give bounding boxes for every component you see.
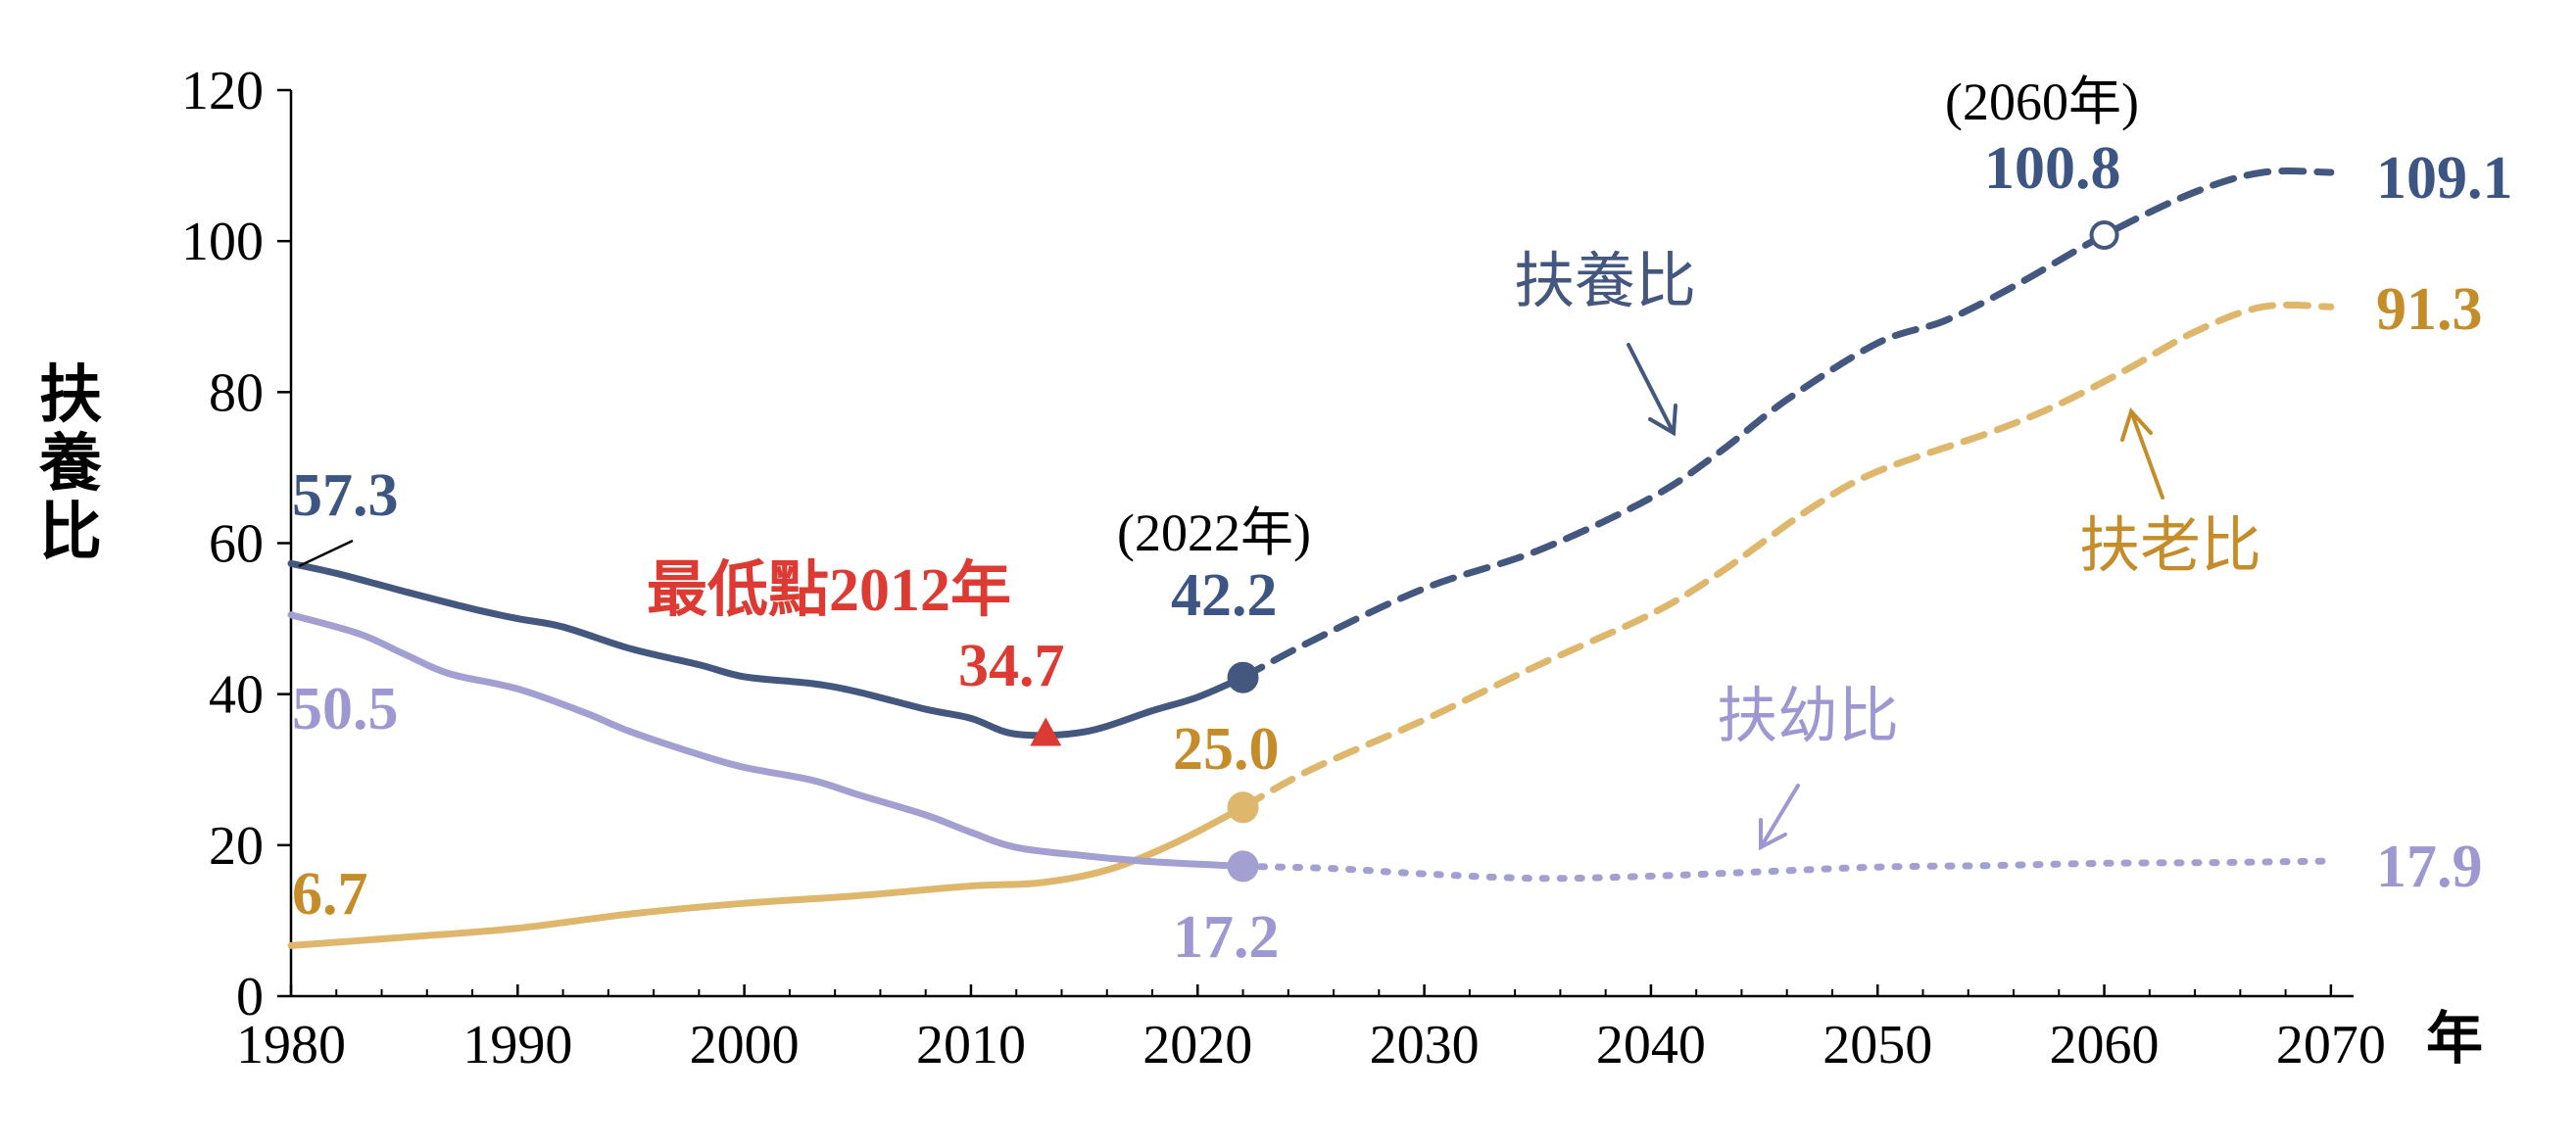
value-2022-dependency: 42.2	[1171, 562, 1278, 629]
x-axis-label: 年	[2426, 1005, 2483, 1072]
marker-youth-2022	[1227, 850, 1259, 883]
marker-lowest-point	[1030, 717, 1062, 746]
axes: 1980 1990 2000 2010 2020 2030 2040 2050 2060 2070…	[181, 61, 2386, 1075]
y-tick-label: 100	[181, 212, 264, 272]
y-tick-label: 120	[181, 61, 264, 121]
series-line-dependency-actual	[287, 559, 1247, 740]
start-elderly-value: 6.7	[292, 861, 368, 928]
annotation-labels: 57.3 50.5 6.7 最低點2012年 34.7 (2022年) 42.2…	[292, 72, 2513, 971]
y-axis-label-char-1: 扶	[39, 359, 102, 432]
series-name-youth: 扶幼比	[1717, 680, 1899, 751]
lowest-point-value: 34.7	[958, 633, 1065, 699]
x-ticks: 1980 1990 2000 2010 2020 2030 2040 2050 2060 2070	[236, 984, 2386, 1075]
x-tick-label: 1980	[236, 1015, 346, 1075]
series-line-elderly-actual	[287, 803, 1247, 949]
lowest-point-title: 最低點2012年	[647, 556, 1011, 624]
end-elderly-value: 91.3	[2376, 276, 2483, 343]
arrow-dependency	[1627, 343, 1677, 437]
marker-elderly-2022	[1227, 791, 1259, 824]
marker-dependency-2060	[2089, 220, 2119, 250]
x-tick-label: 2000	[690, 1015, 800, 1075]
end-youth-value: 17.9	[2376, 834, 2483, 900]
start-youth-value: 50.5	[292, 676, 399, 742]
y-tick-label: 20	[209, 816, 264, 877]
series-name-dependency: 扶養比	[1514, 245, 1696, 316]
y-axis-label-char-3: 比	[39, 497, 102, 569]
series-line-youth-actual	[287, 611, 1247, 870]
year-2022-label: (2022年)	[1117, 503, 1311, 562]
arrow-elderly	[2120, 407, 2164, 500]
series-line-youth-projected	[1239, 857, 2335, 883]
arrow-youth	[1759, 784, 1800, 851]
value-2060-dependency: 100.8	[1984, 135, 2121, 202]
x-tick-label: 2010	[916, 1015, 1026, 1075]
y-tick-label: 40	[209, 665, 264, 726]
end-dependency-value: 109.1	[2376, 145, 2513, 212]
y-tick-label: 0	[236, 967, 264, 1028]
year-2060-label: (2060年)	[1945, 72, 2139, 131]
value-2022-elderly: 25.0	[1173, 716, 1280, 783]
y-axis-label: 扶 養 比	[39, 359, 102, 569]
y-axis-label-char-2: 養	[39, 428, 102, 501]
y-tick-label: 80	[209, 362, 264, 423]
x-tick-label: 1990	[462, 1015, 572, 1075]
x-tick-label: 2030	[1370, 1015, 1480, 1075]
series-name-elderly: 扶老比	[2079, 509, 2261, 581]
start-dependency-leader	[298, 539, 354, 568]
x-tick-label: 2070	[2276, 1015, 2386, 1075]
value-2022-youth: 17.2	[1173, 904, 1280, 971]
start-dependency-value: 57.3	[292, 462, 399, 529]
series-line-dependency-projected	[1239, 167, 2335, 682]
x-tick-label: 2020	[1142, 1015, 1252, 1075]
y-ticks: 0 20 40 60 80 100 120	[181, 61, 291, 1028]
y-tick-label: 60	[209, 514, 264, 575]
x-tick-label: 2040	[1596, 1015, 1706, 1075]
series-line-elderly-projected	[1239, 301, 2335, 811]
x-tick-label: 2060	[2050, 1015, 2160, 1075]
x-tick-label: 2050	[1823, 1015, 1932, 1075]
marker-dependency-2022	[1227, 661, 1259, 693]
series-layer	[287, 167, 2335, 949]
